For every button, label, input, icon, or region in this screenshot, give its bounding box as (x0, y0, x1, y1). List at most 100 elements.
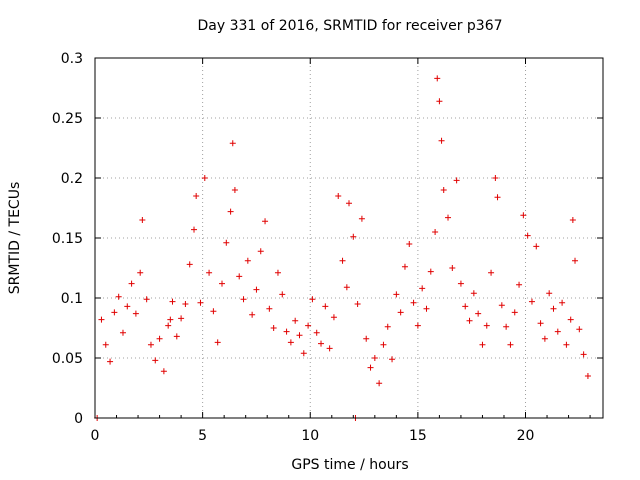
data-point (223, 239, 230, 246)
data-point (313, 329, 320, 336)
x-tick-label: 15 (409, 428, 427, 444)
data-point (167, 316, 174, 323)
data-point (511, 309, 518, 316)
data-point (173, 333, 180, 340)
data-point (440, 187, 447, 193)
data-point (98, 316, 105, 323)
data-point (249, 311, 256, 318)
data-point (414, 322, 421, 329)
y-tick-label: 0.15 (52, 231, 83, 247)
data-point (156, 335, 163, 342)
data-point (498, 302, 505, 309)
data-point (432, 229, 439, 235)
data-point (262, 218, 269, 225)
data-point (270, 325, 277, 331)
data-point (567, 316, 574, 323)
data-point (410, 299, 417, 306)
data-point (193, 193, 200, 199)
data-point (541, 335, 548, 342)
data-point (371, 355, 378, 361)
y-axis-label: SRMTID / TECUs (7, 181, 23, 295)
data-point (107, 358, 114, 365)
data-point (449, 265, 456, 271)
y-tick-label: 0.2 (61, 171, 83, 187)
data-point (492, 175, 499, 181)
data-point (132, 310, 139, 317)
data-point (227, 208, 234, 215)
data-point (111, 309, 118, 316)
x-axis-label: GPS time / hours (291, 457, 409, 473)
data-point (516, 281, 523, 288)
data-point (380, 341, 387, 348)
data-point (182, 301, 189, 307)
data-point (401, 263, 408, 270)
data-point (537, 320, 544, 327)
data-point (244, 257, 251, 264)
data-point (231, 187, 238, 193)
data-point (257, 248, 264, 255)
data-point (309, 296, 316, 303)
data-point (524, 232, 531, 239)
data-point (143, 296, 150, 303)
grid-lines (95, 58, 603, 418)
x-tick-label: 10 (301, 428, 319, 444)
data-point (346, 200, 352, 207)
data-point (563, 341, 570, 348)
y-tick-label: 0.3 (61, 51, 83, 67)
data-point (569, 217, 576, 223)
data-point (358, 215, 365, 222)
data-point (160, 368, 167, 375)
data-point (292, 317, 299, 324)
data-point (462, 303, 469, 310)
data-point (139, 217, 146, 223)
data-point (393, 291, 400, 298)
y-tick-label: 0.05 (52, 351, 83, 367)
x-tick-label: 20 (517, 428, 535, 444)
data-point (137, 269, 144, 276)
data-point (253, 286, 260, 293)
data-point (384, 323, 391, 330)
data-point (283, 328, 290, 335)
data-point (191, 226, 198, 233)
data-point (326, 345, 333, 352)
data-point (322, 303, 329, 310)
data-point (546, 290, 553, 297)
data-point (367, 364, 374, 371)
data-point (350, 233, 357, 240)
data-point (165, 322, 172, 329)
data-point (466, 317, 473, 324)
data-point (128, 280, 135, 287)
y-tick-label: 0 (74, 411, 83, 427)
data-point (572, 257, 579, 264)
data-point (503, 323, 510, 330)
data-point (206, 269, 213, 276)
data-point (197, 299, 204, 306)
data-point (475, 310, 482, 317)
data-point (434, 75, 441, 82)
data-points (94, 75, 591, 421)
data-point (436, 98, 443, 105)
data-point (507, 341, 514, 348)
data-point (214, 339, 221, 346)
data-point (240, 296, 247, 303)
data-point (494, 194, 501, 201)
data-point (119, 329, 126, 336)
data-point (528, 298, 535, 305)
data-point (318, 340, 325, 347)
data-point (427, 268, 434, 275)
data-point (287, 339, 294, 346)
data-point (479, 341, 486, 348)
data-point (438, 137, 445, 144)
data-point (229, 140, 236, 147)
data-point (580, 351, 587, 358)
data-point (354, 301, 361, 307)
data-point (330, 314, 337, 321)
y-tick-label: 0.25 (52, 111, 83, 127)
data-point (339, 257, 346, 264)
data-point (445, 214, 452, 221)
data-point (343, 284, 350, 291)
data-point (457, 280, 464, 287)
data-point (419, 285, 426, 292)
data-point (550, 305, 557, 312)
